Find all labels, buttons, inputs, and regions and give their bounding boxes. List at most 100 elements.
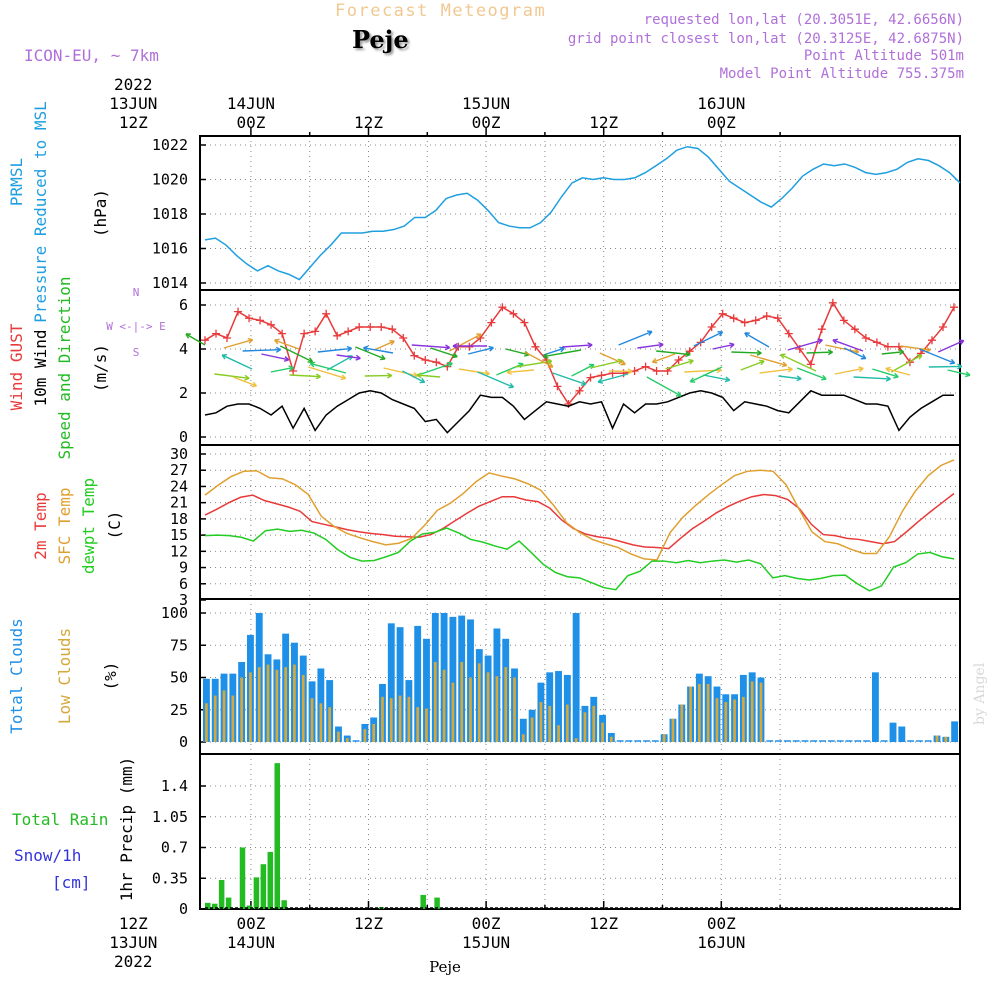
wind-unit: (m/s) [91,344,110,392]
wind-arrow-head [315,373,321,380]
wind-arrow-head [580,380,587,386]
gust-marker [410,351,419,360]
wind-arrow-head [685,351,691,358]
low-cloud-bar [381,696,384,742]
rain-bar [281,900,287,909]
gust-marker [498,303,507,312]
wind-arrow-head [916,354,923,360]
wind-arrow [665,359,694,370]
sfc-temp-line [204,459,955,561]
wind-arrow [834,367,864,375]
gust-marker [520,318,529,327]
grid-point-coords: grid point closest lon,lat (20.3125E, 42… [568,31,964,47]
wind-arrow [355,346,386,360]
y-tick-label: 1018 [152,205,188,223]
low-cloud-bar [460,662,464,742]
wind-arrow [689,366,723,383]
y-tick-label: 1022 [152,136,188,154]
wind-arrow [928,365,962,368]
low-cloud-bar [733,699,736,742]
wind-arrow [744,332,770,348]
footer-station: Peje [429,958,461,976]
gust-marker [850,325,859,334]
wind-arrow [289,374,321,378]
bottom-time-label: 00Z [472,914,501,933]
low-cloud-bar [680,704,684,742]
wind-arrow-head [957,363,963,370]
gust-marker [839,316,848,325]
low-cloud-bar [275,669,279,742]
wind-arrow-head [817,338,823,345]
y-tick-label: 6 [179,296,188,314]
wind-arrow-head [452,352,458,359]
low-cloud-bar [328,707,332,742]
rain-bar [211,903,218,909]
y-tick-label: 12 [170,542,188,560]
wind-arrow-head [958,339,965,346]
wind-arrow [477,371,514,388]
gust-marker [674,356,683,364]
wind-arrow [806,351,833,354]
bottom-time-label: 12Z [354,914,383,933]
wind-arrow-head [416,372,422,379]
rain-bar [239,847,246,909]
gust-marker [718,309,727,318]
y-tick-label: 1020 [152,171,188,189]
wind-arrow [796,367,827,380]
y-tick-label: 18 [170,510,188,528]
wind-arrow-head [756,349,762,356]
total-cloud-bar [871,672,879,742]
low-cloud-bar [935,735,939,742]
top-time-label: 2022 [114,75,153,94]
wind-arrow-head [283,356,290,362]
gust-marker [883,342,892,351]
y-tick-label: 0 [179,733,188,751]
low-cloud-bar [363,729,367,742]
wind-arrow-head [387,372,393,379]
requested-coords: requested lon,lat (20.3051E, 42.6656N) [644,12,964,28]
gust-marker [828,298,837,307]
wind-arrow-head [543,352,549,359]
wind-arrow [890,354,923,373]
wind-arrow [885,367,911,376]
gust-marker [432,358,441,367]
low-cloud-bar [416,707,420,742]
y-tick-label: 4 [179,340,188,358]
rain-bar [205,902,211,909]
rain-bar [420,894,426,909]
bottom-time-label: 14JUN [227,933,275,952]
wind-arrow [900,345,931,351]
wind-arrow-head [444,344,451,351]
dewpt-label: dewpt Temp [79,478,98,574]
wind-arrow-head [675,391,682,397]
wind-arrow [618,330,653,346]
low-cloud-bar [425,708,428,742]
wind-arrow [731,351,762,354]
top-time-label: 13JUN [109,94,157,113]
top-time-label: 00Z [472,113,501,132]
gust-marker [300,329,309,338]
gust-marker [201,336,209,345]
sfc-temp-label: SFC Temp [55,487,74,564]
low-cloud-bar [609,736,613,742]
low-cloud-bar [574,738,578,742]
low-clouds-label: Low Clouds [55,628,74,724]
gust-marker [487,318,496,327]
wind-arrow-head [658,341,664,348]
wind-arrow [703,374,730,381]
wind-arrow-head [627,368,633,375]
wind-arrow [693,331,723,347]
wind-arrow-head [620,359,626,366]
y-tick-label: 0 [179,428,188,446]
low-cloud-bar [583,712,587,742]
wind-arrow [430,347,458,358]
y-tick-label: 0.35 [152,869,188,887]
y-tick-label: 1016 [152,240,188,258]
y-tick-label: 0 [179,900,188,918]
low-cloud-bar [548,705,552,742]
gust-marker [652,367,661,375]
wind-arrow-head [559,346,565,353]
low-cloud-bar [759,682,763,742]
total-cloud-bar [396,627,404,742]
top-time-label: 00Z [707,113,736,132]
